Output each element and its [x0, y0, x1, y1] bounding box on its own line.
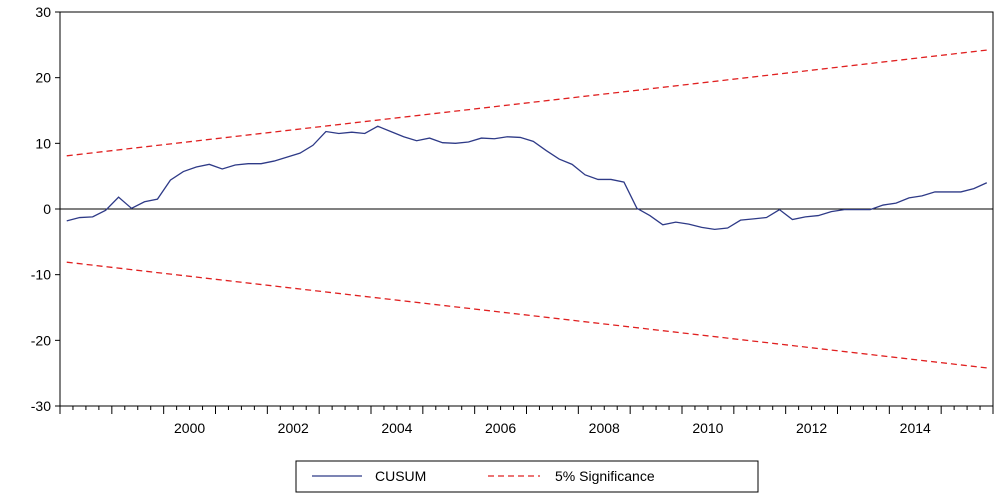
- legend-cusum-label: CUSUM: [375, 468, 426, 484]
- x-tick-label: 2000: [174, 420, 205, 436]
- x-tick-label: 2008: [589, 420, 620, 436]
- x-tick-label: 2010: [692, 420, 723, 436]
- legend-significance-label: 5% Significance: [555, 468, 655, 484]
- x-axis: 2000 2002 2004 2006 2008 2010 2012 2014: [60, 406, 993, 436]
- x-tick-label: 2006: [485, 420, 516, 436]
- lower-significance-line: [67, 262, 987, 368]
- y-tick-label: 0: [43, 201, 51, 217]
- y-tick-label: 20: [35, 70, 51, 86]
- y-tick-label: 10: [35, 135, 51, 151]
- x-tick-label: 2012: [796, 420, 827, 436]
- y-tick-label: 30: [35, 4, 51, 20]
- y-tick-label: -10: [31, 267, 51, 283]
- x-tick-label: 2014: [900, 420, 931, 436]
- y-tick-label: -20: [31, 332, 51, 348]
- y-tick-label: -30: [31, 398, 51, 414]
- legend-box: [296, 461, 758, 492]
- x-tick-label: 2004: [381, 420, 412, 436]
- cusum-series-line: [67, 126, 987, 229]
- legend: CUSUM 5% Significance: [296, 461, 758, 492]
- x-tick-label: 2002: [278, 420, 309, 436]
- y-axis: 30 20 10 0 -10 -20 -30: [31, 4, 60, 414]
